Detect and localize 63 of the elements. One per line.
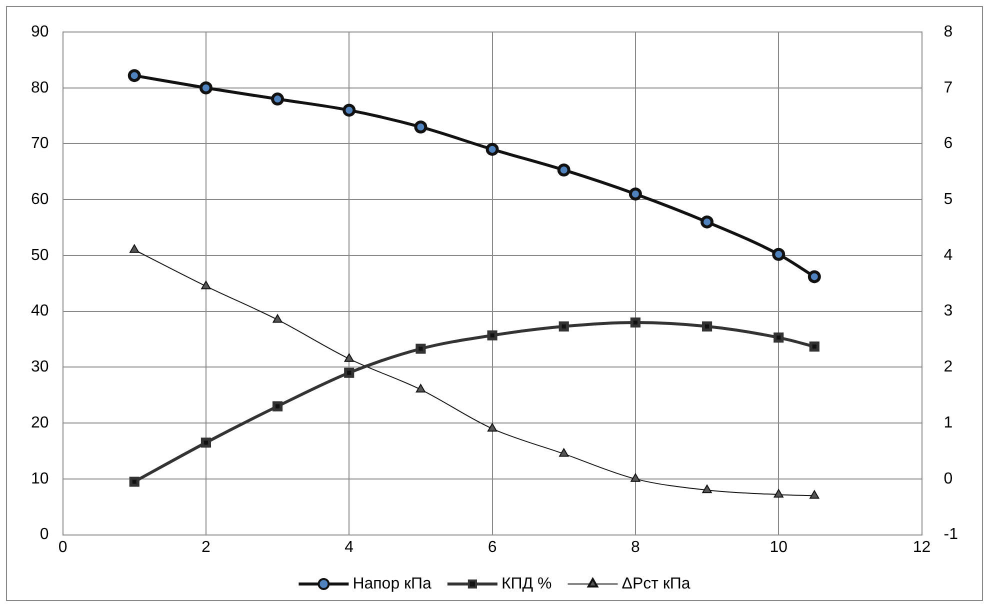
x-tick-label: 8	[630, 538, 640, 556]
y2-tick-label: 0	[944, 470, 953, 488]
point	[199, 81, 212, 94]
y2-tick-label: 8	[944, 23, 953, 40]
y-tick-label: 60	[31, 191, 49, 208]
point	[557, 163, 570, 176]
x-tick-label: 10	[770, 538, 788, 556]
y-tick-label: 70	[31, 135, 49, 152]
point	[700, 215, 714, 228]
legend-label: КПД %	[501, 575, 552, 592]
legend-label: Напор кПа	[352, 575, 432, 592]
point	[342, 104, 356, 117]
point	[128, 69, 141, 82]
point	[487, 423, 498, 432]
y-tick-label: 40	[31, 302, 49, 320]
x-tick-label: 2	[202, 538, 211, 556]
y-tick-label: 10	[31, 470, 49, 488]
x-tick-label: 4	[344, 538, 354, 556]
point	[630, 317, 640, 328]
point	[344, 353, 354, 362]
point	[344, 368, 354, 378]
point	[271, 92, 284, 106]
point	[774, 489, 784, 498]
y2-tick-label: 4	[944, 246, 953, 264]
y2-tick-label: 7	[944, 79, 953, 96]
point	[416, 384, 426, 393]
y2-tick-label: 3	[944, 302, 953, 320]
point	[810, 490, 820, 499]
x-tick-label: 6	[488, 538, 497, 556]
y-tick-label: 80	[31, 79, 49, 96]
y2-tick-label: -1	[944, 526, 958, 544]
point	[558, 321, 569, 332]
y-tick-label: 20	[31, 414, 49, 432]
point	[130, 244, 140, 253]
point	[630, 473, 640, 482]
point	[416, 344, 426, 354]
point	[628, 188, 642, 201]
point	[559, 448, 569, 457]
point	[772, 248, 786, 261]
point	[272, 314, 282, 323]
y2-tick-label: 2	[944, 358, 953, 376]
y2-tick-label: 5	[944, 191, 953, 208]
point	[129, 476, 140, 487]
point	[201, 280, 211, 290]
point	[702, 321, 712, 332]
y2-tick-label: 1	[944, 414, 953, 432]
y-tick-label: 0	[40, 526, 49, 544]
y-tick-label: 30	[31, 358, 49, 376]
point	[702, 484, 712, 494]
point	[774, 332, 784, 343]
point	[808, 270, 821, 284]
y-tick-label: 90	[31, 23, 49, 40]
point	[809, 341, 820, 352]
point	[200, 438, 211, 448]
x-tick-label: 0	[58, 538, 68, 556]
point	[272, 401, 283, 412]
y-tick-label: 50	[31, 246, 49, 264]
point	[487, 330, 498, 340]
point	[414, 120, 428, 134]
point	[486, 142, 499, 156]
y2-tick-label: 6	[944, 135, 953, 152]
x-tick-label: 12	[912, 538, 931, 556]
legend-label: ΔРст кПа	[622, 575, 690, 592]
